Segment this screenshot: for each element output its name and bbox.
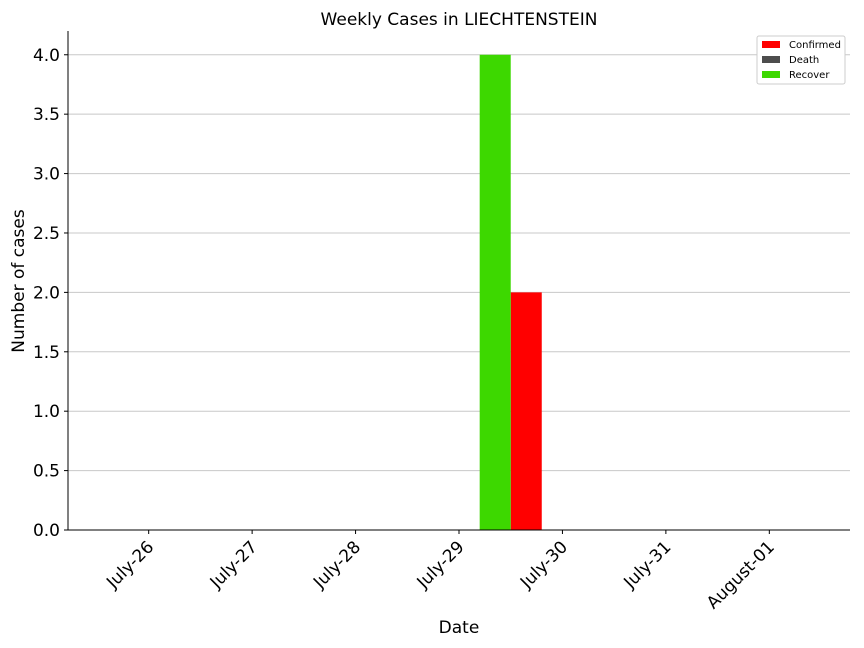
x-tick-label: July-26	[102, 537, 158, 593]
legend-label: Recover	[789, 70, 830, 81]
x-ticks: July-26 July-27 July-28 July-29 July-30 July-…	[102, 530, 779, 613]
y-tick-label: 1.0	[33, 402, 60, 422]
x-tick-label: July-30	[516, 537, 572, 593]
x-tick-label: July-31	[620, 537, 676, 593]
y-tick-label: 2.0	[33, 283, 60, 303]
y-tick-label: 3.0	[33, 165, 60, 185]
y-tick-label: 4.0	[33, 46, 60, 66]
bar-confirmed	[510, 292, 542, 530]
bar-recover	[479, 54, 511, 531]
legend-swatch	[762, 56, 780, 63]
bars	[479, 54, 542, 531]
legend-label: Confirmed	[789, 40, 841, 51]
y-tick-label: 2.5	[33, 224, 60, 244]
x-tick-label: July-27	[206, 537, 262, 593]
x-tick-label: July-28	[309, 537, 365, 593]
y-tick-label: 3.5	[33, 105, 60, 125]
y-ticks: 0.0 0.5 1.0 1.5 2.0 2.5 3.0 3.5 4.0	[33, 46, 68, 541]
y-tick-label: 0.0	[33, 521, 60, 541]
legend: Confirmed Death Recover	[756, 35, 846, 85]
legend-swatch	[762, 71, 780, 78]
chart-title: Weekly Cases in LIECHTENSTEIN	[321, 10, 598, 30]
x-tick-label: July-29	[413, 537, 469, 593]
y-axis-label: Number of cases	[9, 209, 29, 353]
y-tick-label: 1.5	[33, 343, 60, 363]
y-tick-label: 0.5	[33, 462, 60, 482]
legend-swatch	[762, 41, 780, 48]
grid-lines	[68, 54, 850, 472]
x-axis-label: Date	[439, 618, 480, 638]
x-tick-label: August-01	[703, 537, 779, 613]
legend-label: Death	[789, 55, 819, 66]
